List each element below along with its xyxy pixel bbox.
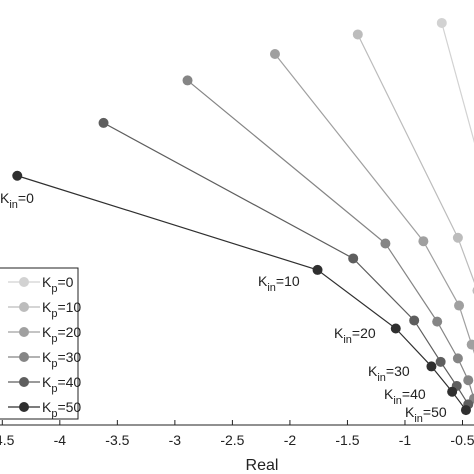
series-line — [274, 53, 474, 354]
point — [269, 48, 280, 59]
point — [390, 323, 401, 334]
series-line — [187, 79, 474, 399]
point — [447, 386, 458, 397]
point — [380, 238, 391, 249]
x-tick-label: -4.5 — [0, 432, 15, 448]
legend-label: Kp=10 — [42, 299, 81, 320]
legend-label: Kp=20 — [42, 324, 81, 345]
legend-box — [0, 267, 79, 420]
x-tick-label: -4 — [54, 432, 67, 448]
x-tick-label: -3 — [169, 432, 182, 448]
point — [466, 339, 474, 350]
annotation: Kin=50 — [405, 404, 447, 425]
legend-label: Kp=40 — [42, 374, 81, 395]
x-axis-label: Real — [246, 457, 279, 474]
x-tick-label: -3.5 — [105, 432, 129, 448]
point — [98, 117, 109, 128]
legend-marker — [19, 352, 29, 362]
legend-label: Kp=50 — [42, 399, 81, 420]
point — [452, 232, 463, 243]
point — [182, 75, 193, 86]
series-line — [441, 22, 474, 144]
point — [352, 29, 363, 40]
annotation: Kin=40 — [384, 386, 426, 407]
point — [348, 253, 359, 264]
x-tick-label: -0.5 — [450, 432, 474, 448]
point — [435, 356, 446, 367]
legend-marker — [19, 277, 29, 287]
point — [312, 264, 323, 275]
point — [426, 361, 437, 372]
point — [432, 316, 443, 327]
point — [463, 375, 474, 386]
point — [460, 405, 471, 416]
series-line — [103, 122, 469, 405]
legend-label: Kp=30 — [42, 349, 81, 370]
x-tick-label: -1.5 — [335, 432, 359, 448]
legend-label: Kp=0 — [42, 274, 74, 295]
x-tick-label: -2.5 — [220, 432, 244, 448]
legend-marker — [19, 327, 29, 337]
annotation: Kin=20 — [334, 325, 376, 346]
point — [452, 353, 463, 364]
point — [409, 315, 420, 326]
point — [436, 17, 447, 28]
point — [454, 300, 465, 311]
point — [12, 170, 23, 181]
x-tick-label: -1 — [399, 432, 412, 448]
annotation: Kin=30 — [368, 363, 410, 384]
legend-marker — [19, 377, 29, 387]
series-line — [357, 34, 474, 284]
x-tick-label: -2 — [284, 432, 297, 448]
legend-marker — [19, 402, 29, 412]
point — [418, 236, 429, 247]
annotation: Kin=0 — [0, 190, 34, 211]
legend-marker — [19, 302, 29, 312]
annotation: Kin=10 — [258, 273, 300, 294]
